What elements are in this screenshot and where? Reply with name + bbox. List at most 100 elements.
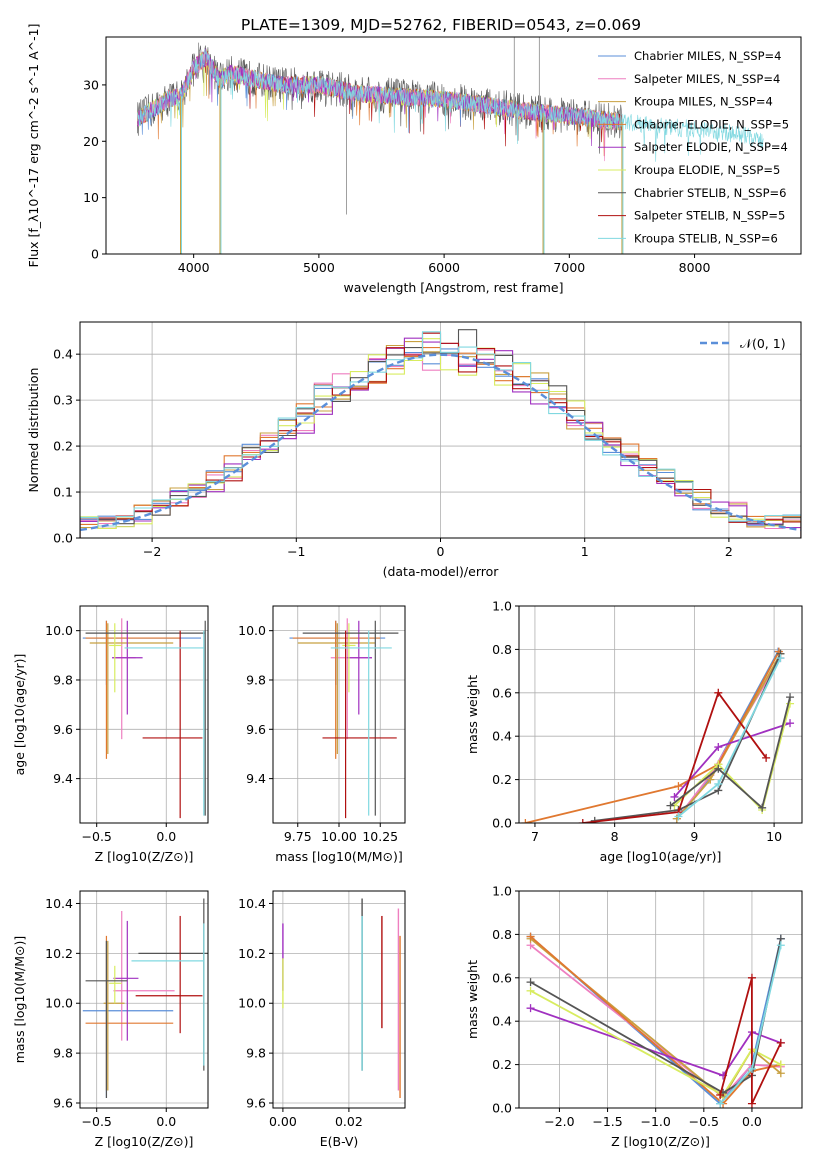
x-tick-label: 5000 [303, 260, 335, 275]
weight-line [525, 651, 780, 823]
x-tick-label: 9 [690, 829, 698, 844]
weight-marker [776, 654, 785, 663]
x-tick-label: 0 [437, 544, 445, 559]
legend-spectrum: Chabrier MILES, N_SSP=4 Salpeter MILES, N… [598, 49, 789, 245]
y-tick-label: 0 [91, 247, 99, 262]
y-axis-label: mass weight [465, 960, 480, 1039]
x-tick-label: 10 [766, 829, 782, 844]
weight-marker [786, 693, 795, 702]
y-tick-label: 0.6 [492, 970, 512, 985]
weight-marker [526, 978, 535, 987]
plot-area-massweight-vs-age [521, 647, 795, 823]
weight-marker [714, 779, 723, 788]
axes-mass-vs-Z: −0.5 0.0 9.6 9.8 10.0 10.2 10.4 Z [log10(Z/Z⊙)]… [12, 890, 209, 1149]
y-tick-label: 9.6 [246, 722, 266, 737]
y-tick-label: 0.8 [492, 642, 512, 657]
y-tick-label: 10.0 [45, 623, 73, 638]
frame-mass-vs-EBV: 0.00 0.02 9.6 9.8 10.0 10.2 10.4 E(B-V) [238, 890, 406, 1149]
y-tick-label: 0.0 [492, 1101, 512, 1116]
weight-marker [666, 801, 675, 810]
legend-label: Salpeter MILES, N_SSP=4 [634, 72, 780, 86]
spectrum-line [137, 49, 764, 162]
weight-marker [670, 792, 679, 801]
weight-marker [762, 753, 771, 762]
weight-line [719, 945, 782, 1105]
legend-label: Kroupa STELIB, N_SSP=6 [634, 231, 778, 245]
y-tick-label: 0.2 [53, 439, 73, 454]
plot-area-mass-vs-EBV [282, 898, 401, 1099]
legend-label: Kroupa MILES, N_SSP=4 [634, 95, 773, 109]
y-tick-label: 0.4 [492, 1014, 512, 1029]
y-tick-label: 10.0 [238, 996, 266, 1011]
x-tick-label: 10.00 [321, 829, 357, 844]
y-tick-label: 0.4 [492, 729, 512, 744]
legend-label: Salpeter ELODIE, N_SSP=4 [634, 140, 788, 154]
y-tick-label: 0.6 [492, 685, 512, 700]
y-tick-label: 1.0 [492, 599, 512, 614]
legend-label: Salpeter STELIB, N_SSP=5 [634, 209, 785, 223]
weight-marker [747, 1064, 756, 1073]
legend-label: Kroupa ELODIE, N_SSP=5 [634, 163, 780, 177]
y-tick-label: 0.1 [53, 485, 73, 500]
y-tick-label: 0.2 [492, 1057, 512, 1072]
frame-age-vs-mass: 9.75 10.00 10.25 9.4 9.6 9.8 10.0 mass [log10(M… [238, 605, 406, 864]
x-tick-label: 8 [611, 829, 619, 844]
x-axis-label: Z [log10(Z/Z⊙)] [95, 1134, 194, 1149]
x-axis-label: wavelength [Angstrom, rest frame] [343, 280, 563, 295]
axes-frame [79, 605, 209, 824]
weight-marker [526, 1004, 535, 1013]
weight-marker [714, 688, 723, 697]
x-axis-label: E(B-V) [320, 1134, 359, 1149]
y-tick-label: 9.8 [53, 672, 73, 687]
x-axis-label: Z [log10(Z/Z⊙)] [611, 1134, 710, 1149]
y-tick-label: 10.0 [238, 623, 266, 638]
x-tick-label: −1.5 [592, 1114, 622, 1129]
y-tick-label: 9.4 [246, 771, 266, 786]
weight-marker [758, 803, 767, 812]
axes-massweight-vs-Z: −2.0 −1.5 −1.0 −0.5 0.0 0.0 0.2 0.4 0.6 0.8 1.0 Z [… [465, 884, 803, 1149]
weight-line [719, 977, 782, 1105]
weight-marker [578, 819, 587, 823]
y-tick-label: 10 [83, 190, 99, 205]
frame-massweight-vs-age: 7 8 9 10 0.0 0.2 0.4 0.6 0.8 1.0 age [log10(age/yr… [465, 599, 803, 864]
axes-residuals: −2 −1 0 1 2 0.0 0.1 0.2 0.3 0.4 (data-model)/error… [26, 321, 802, 579]
spectrum-line [137, 49, 620, 162]
y-tick-label: 1.0 [492, 884, 512, 899]
y-tick-label: 9.8 [53, 1046, 73, 1061]
weight-line [530, 1007, 782, 1077]
weight-line [530, 935, 781, 1105]
frame-massweight-vs-Z: −2.0 −1.5 −1.0 −0.5 0.0 0.0 0.2 0.4 0.6 0.8 1.0 Z [… [465, 884, 803, 1149]
weight-line [530, 990, 782, 1097]
y-tick-label: 0.0 [492, 816, 512, 831]
axes-frame [518, 605, 803, 824]
weight-marker [716, 1090, 725, 1099]
y-tick-label: 0.8 [492, 927, 512, 942]
x-tick-label: −1 [287, 544, 305, 559]
frame-age-vs-Z: −0.5 0.0 9.4 9.6 9.8 10.0 Z [log10(Z/Z⊙)] age [… [12, 605, 209, 864]
x-tick-label: −0.5 [689, 1114, 719, 1129]
x-axis-label: (data-model)/error [383, 564, 500, 579]
y-tick-label: 9.6 [53, 1096, 73, 1111]
x-tick-label: −1.0 [641, 1114, 671, 1129]
plot-area-age-vs-mass [289, 618, 399, 819]
weight-marker [521, 819, 530, 823]
plot-area-massweight-vs-Z [526, 932, 785, 1108]
x-tick-label: 1 [581, 544, 589, 559]
histogram-step [80, 331, 801, 538]
axes-massweight-vs-age: 7 8 9 10 0.0 0.2 0.4 0.6 0.8 1.0 age [log10(age/yr… [465, 599, 803, 864]
weight-marker [747, 973, 756, 982]
legend-label: Chabrier MILES, N_SSP=4 [634, 49, 781, 63]
plot-area-residuals [80, 329, 801, 538]
weight-line [669, 696, 791, 810]
axes-spectrum: 4000 5000 6000 7000 8000 0 10 20 30 wavelength [A… [26, 24, 802, 295]
x-tick-label: 2 [725, 544, 733, 559]
y-tick-label: 10.4 [45, 896, 73, 911]
y-axis-label: Flux [f_λ10^-17 erg cm^-2 s^-1 A^-1] [26, 24, 41, 268]
legend-label: 𝒩(0, 1) [740, 336, 786, 351]
y-tick-label: 9.8 [246, 672, 266, 687]
y-tick-label: 10.2 [45, 946, 73, 961]
y-axis-label: age [log10(age/yr)] [12, 654, 27, 776]
x-tick-label: −2.0 [544, 1114, 574, 1129]
